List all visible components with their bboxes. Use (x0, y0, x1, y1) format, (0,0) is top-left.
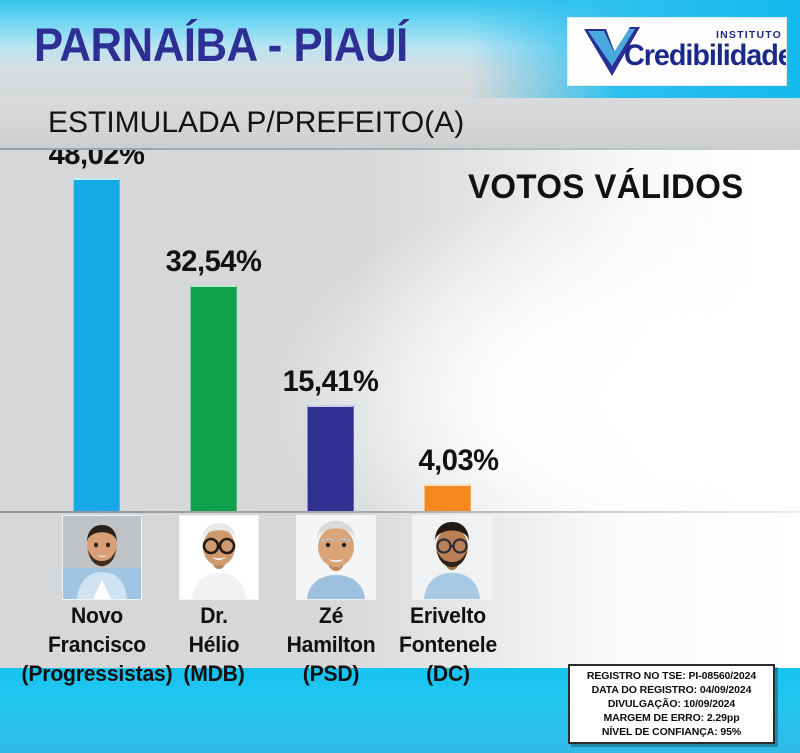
info-line: NÍVEL DE CONFIANÇA: 95% (601, 726, 742, 738)
bar-value-label: 48,02% (48, 150, 145, 171)
candidate-name-line: Hélio (188, 632, 239, 657)
bar-1 (73, 178, 120, 512)
candidate-name-line: Novo (70, 603, 123, 628)
bar-value-label: 15,41% (282, 365, 379, 398)
institute-logo: INSTITUTO Credibilidade (567, 17, 787, 86)
candidate-name: Erivelto Fontenele (DC) (369, 601, 526, 688)
candidate-name-line: Francisco (47, 632, 146, 657)
candidate-name-line: Fontenele (398, 632, 497, 657)
survey-type-label: ESTIMULADA P/PREFEITO(A) (48, 106, 465, 139)
bar-4 (424, 484, 471, 512)
candidate-name-line: Zé (318, 603, 343, 628)
candidate-name: Novo Francisco (Progressistas) (18, 601, 175, 688)
avatar (62, 515, 142, 600)
subtitle-divider (0, 148, 800, 150)
info-line: DIVULGAÇÃO: 10/09/2024 (607, 698, 736, 710)
candidate-name-line: Erivelto (409, 603, 486, 628)
candidate-name-line: (DC) (425, 661, 470, 686)
avatar (179, 515, 259, 600)
candidate-name-line: (MDB) (182, 661, 245, 686)
candidate-name-line: Hamilton (286, 632, 375, 657)
v-check-icon (584, 27, 640, 76)
bar-3 (307, 405, 354, 512)
avatar (296, 515, 376, 600)
info-line: MARGEM DE ERRO: 2.29pp (603, 712, 740, 724)
valid-votes-label: VOTOS VÁLIDOS (468, 168, 744, 206)
bar-2 (190, 285, 237, 512)
bar-chart: VOTOS VÁLIDOS 48,02% 32,54% 15,41% 4,03% (0, 150, 800, 512)
candidate-name-line: Dr. (199, 603, 228, 628)
candidate-photos-row (0, 513, 800, 668)
bar-value-label: 32,54% (165, 245, 262, 278)
info-line: REGISTRO NO TSE: PI-08560/2024 (586, 670, 757, 682)
candidate-name-line: (PSD) (302, 661, 359, 686)
page-title: PARNAÍBA - PIAUÍ (34, 18, 408, 71)
logo-instituto-label: INSTITUTO (716, 29, 783, 41)
chart-baseline (0, 511, 800, 513)
avatar (412, 515, 492, 600)
logo-name-label: Credibilidade (624, 39, 787, 72)
info-line: DATA DO REGISTRO: 04/09/2024 (591, 684, 752, 696)
registration-info-box: REGISTRO NO TSE: PI-08560/2024 DATA DO RE… (568, 664, 775, 744)
subtitle-bar: ESTIMULADA P/PREFEITO(A) (0, 98, 800, 150)
candidate-name: Dr. Hélio (MDB) (135, 601, 292, 688)
bar-value-label: 4,03% (418, 444, 499, 477)
candidate-name: Zé Hamilton (PSD) (252, 601, 409, 688)
header-banner: PARNAÍBA - PIAUÍ INSTITUTO Credibilidade (0, 0, 800, 98)
candidate-name-line: (Progressistas) (21, 661, 172, 686)
